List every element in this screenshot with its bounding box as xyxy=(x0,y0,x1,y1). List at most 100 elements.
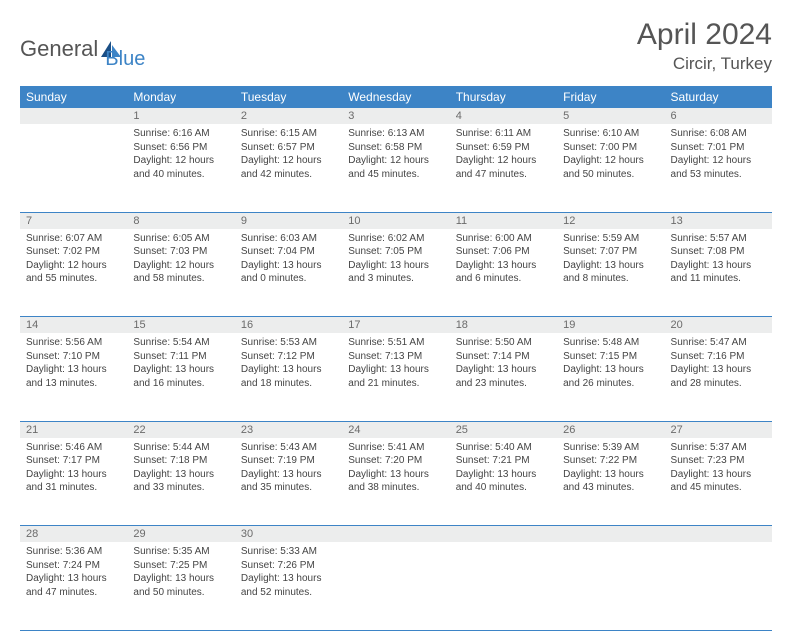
day-number xyxy=(342,526,449,543)
day-cell: Sunrise: 5:48 AMSunset: 7:15 PMDaylight:… xyxy=(557,333,664,421)
day-cell xyxy=(450,542,557,630)
col-monday: Monday xyxy=(127,86,234,108)
day-number: 13 xyxy=(665,212,772,229)
day-details: Sunrise: 5:48 AMSunset: 7:15 PMDaylight:… xyxy=(557,333,664,396)
day-details: Sunrise: 5:37 AMSunset: 7:23 PMDaylight:… xyxy=(665,438,772,501)
day-cell: Sunrise: 5:35 AMSunset: 7:25 PMDaylight:… xyxy=(127,542,234,630)
day-number-row: 282930 xyxy=(20,526,772,543)
day-details: Sunrise: 5:59 AMSunset: 7:07 PMDaylight:… xyxy=(557,229,664,292)
day-number xyxy=(665,526,772,543)
day-details: Sunrise: 5:36 AMSunset: 7:24 PMDaylight:… xyxy=(20,542,127,605)
day-number-row: 78910111213 xyxy=(20,212,772,229)
day-number: 9 xyxy=(235,212,342,229)
day-cell: Sunrise: 6:11 AMSunset: 6:59 PMDaylight:… xyxy=(450,124,557,212)
day-cell: Sunrise: 5:43 AMSunset: 7:19 PMDaylight:… xyxy=(235,438,342,526)
day-cell: Sunrise: 5:53 AMSunset: 7:12 PMDaylight:… xyxy=(235,333,342,421)
day-details: Sunrise: 5:41 AMSunset: 7:20 PMDaylight:… xyxy=(342,438,449,501)
day-number: 11 xyxy=(450,212,557,229)
day-cell: Sunrise: 5:44 AMSunset: 7:18 PMDaylight:… xyxy=(127,438,234,526)
day-cell: Sunrise: 5:54 AMSunset: 7:11 PMDaylight:… xyxy=(127,333,234,421)
month-title: April 2024 xyxy=(637,18,772,52)
day-details: Sunrise: 6:03 AMSunset: 7:04 PMDaylight:… xyxy=(235,229,342,292)
day-details: Sunrise: 5:35 AMSunset: 7:25 PMDaylight:… xyxy=(127,542,234,605)
day-details: Sunrise: 5:56 AMSunset: 7:10 PMDaylight:… xyxy=(20,333,127,396)
day-details: Sunrise: 5:33 AMSunset: 7:26 PMDaylight:… xyxy=(235,542,342,605)
day-number: 14 xyxy=(20,317,127,334)
day-number: 24 xyxy=(342,421,449,438)
day-cell xyxy=(665,542,772,630)
brand-logo: General Blue xyxy=(20,26,145,71)
day-number: 22 xyxy=(127,421,234,438)
day-number: 28 xyxy=(20,526,127,543)
day-number: 25 xyxy=(450,421,557,438)
day-cell: Sunrise: 6:00 AMSunset: 7:06 PMDaylight:… xyxy=(450,229,557,317)
day-cell: Sunrise: 6:16 AMSunset: 6:56 PMDaylight:… xyxy=(127,124,234,212)
day-details: Sunrise: 5:47 AMSunset: 7:16 PMDaylight:… xyxy=(665,333,772,396)
day-number: 6 xyxy=(665,108,772,124)
day-details: Sunrise: 5:39 AMSunset: 7:22 PMDaylight:… xyxy=(557,438,664,501)
day-cell: Sunrise: 5:47 AMSunset: 7:16 PMDaylight:… xyxy=(665,333,772,421)
day-details: Sunrise: 5:51 AMSunset: 7:13 PMDaylight:… xyxy=(342,333,449,396)
day-number: 10 xyxy=(342,212,449,229)
day-number: 29 xyxy=(127,526,234,543)
col-saturday: Saturday xyxy=(665,86,772,108)
day-number: 23 xyxy=(235,421,342,438)
day-number: 8 xyxy=(127,212,234,229)
col-tuesday: Tuesday xyxy=(235,86,342,108)
day-cell: Sunrise: 5:41 AMSunset: 7:20 PMDaylight:… xyxy=(342,438,449,526)
day-cell: Sunrise: 6:08 AMSunset: 7:01 PMDaylight:… xyxy=(665,124,772,212)
day-cell: Sunrise: 5:33 AMSunset: 7:26 PMDaylight:… xyxy=(235,542,342,630)
day-cell: Sunrise: 5:37 AMSunset: 7:23 PMDaylight:… xyxy=(665,438,772,526)
day-cell xyxy=(557,542,664,630)
day-cell: Sunrise: 5:50 AMSunset: 7:14 PMDaylight:… xyxy=(450,333,557,421)
day-number: 27 xyxy=(665,421,772,438)
day-details: Sunrise: 6:08 AMSunset: 7:01 PMDaylight:… xyxy=(665,124,772,187)
day-cell: Sunrise: 6:05 AMSunset: 7:03 PMDaylight:… xyxy=(127,229,234,317)
day-number: 20 xyxy=(665,317,772,334)
day-cell: Sunrise: 6:02 AMSunset: 7:05 PMDaylight:… xyxy=(342,229,449,317)
day-number: 5 xyxy=(557,108,664,124)
calendar-grid: Sunday Monday Tuesday Wednesday Thursday… xyxy=(20,86,772,631)
day-cell: Sunrise: 6:03 AMSunset: 7:04 PMDaylight:… xyxy=(235,229,342,317)
day-cell xyxy=(342,542,449,630)
calendar-page: General Blue April 2024 Circir, Turkey S… xyxy=(0,0,792,631)
day-details: Sunrise: 5:53 AMSunset: 7:12 PMDaylight:… xyxy=(235,333,342,396)
day-number: 17 xyxy=(342,317,449,334)
day-number: 12 xyxy=(557,212,664,229)
day-details: Sunrise: 6:00 AMSunset: 7:06 PMDaylight:… xyxy=(450,229,557,292)
day-cell: Sunrise: 5:56 AMSunset: 7:10 PMDaylight:… xyxy=(20,333,127,421)
header: General Blue April 2024 Circir, Turkey xyxy=(20,18,772,74)
day-number-row: 21222324252627 xyxy=(20,421,772,438)
day-number: 26 xyxy=(557,421,664,438)
col-thursday: Thursday xyxy=(450,86,557,108)
day-details: Sunrise: 6:15 AMSunset: 6:57 PMDaylight:… xyxy=(235,124,342,187)
day-details: Sunrise: 6:10 AMSunset: 7:00 PMDaylight:… xyxy=(557,124,664,187)
day-cell: Sunrise: 6:13 AMSunset: 6:58 PMDaylight:… xyxy=(342,124,449,212)
day-number xyxy=(557,526,664,543)
col-wednesday: Wednesday xyxy=(342,86,449,108)
day-number: 3 xyxy=(342,108,449,124)
week-row: Sunrise: 5:36 AMSunset: 7:24 PMDaylight:… xyxy=(20,542,772,630)
day-details: Sunrise: 6:11 AMSunset: 6:59 PMDaylight:… xyxy=(450,124,557,187)
day-header-row: Sunday Monday Tuesday Wednesday Thursday… xyxy=(20,86,772,108)
week-row: Sunrise: 5:56 AMSunset: 7:10 PMDaylight:… xyxy=(20,333,772,421)
day-details: Sunrise: 5:57 AMSunset: 7:08 PMDaylight:… xyxy=(665,229,772,292)
col-sunday: Sunday xyxy=(20,86,127,108)
day-cell: Sunrise: 5:51 AMSunset: 7:13 PMDaylight:… xyxy=(342,333,449,421)
day-number-row: 123456 xyxy=(20,108,772,124)
day-number: 15 xyxy=(127,317,234,334)
day-details: Sunrise: 5:40 AMSunset: 7:21 PMDaylight:… xyxy=(450,438,557,501)
day-cell xyxy=(20,124,127,212)
day-cell: Sunrise: 5:57 AMSunset: 7:08 PMDaylight:… xyxy=(665,229,772,317)
day-details: Sunrise: 6:07 AMSunset: 7:02 PMDaylight:… xyxy=(20,229,127,292)
day-cell: Sunrise: 5:39 AMSunset: 7:22 PMDaylight:… xyxy=(557,438,664,526)
brand-part2: Blue xyxy=(105,48,145,71)
day-number: 7 xyxy=(20,212,127,229)
day-details: Sunrise: 6:13 AMSunset: 6:58 PMDaylight:… xyxy=(342,124,449,187)
day-cell: Sunrise: 5:59 AMSunset: 7:07 PMDaylight:… xyxy=(557,229,664,317)
day-number: 21 xyxy=(20,421,127,438)
day-number xyxy=(450,526,557,543)
day-number: 19 xyxy=(557,317,664,334)
day-number: 1 xyxy=(127,108,234,124)
day-details: Sunrise: 6:02 AMSunset: 7:05 PMDaylight:… xyxy=(342,229,449,292)
